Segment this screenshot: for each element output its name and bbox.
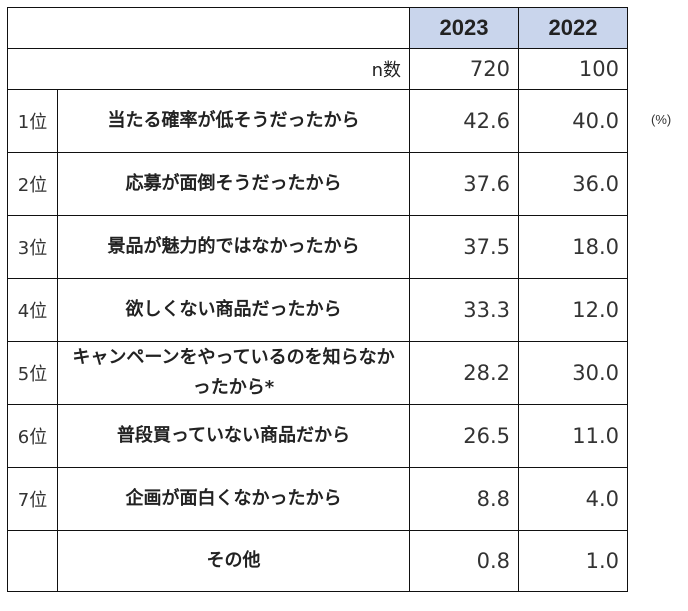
value-2023-cell: 37.6 — [409, 152, 519, 216]
table-row: 6位 普段買っていない商品だから 26.5 11.0 — [7, 404, 628, 468]
table-row: 3位 景品が魅力的ではなかったから 37.5 18.0 — [7, 215, 628, 279]
rank-cell — [7, 530, 58, 592]
table-row: 7位 企画が面白くなかったから 8.8 4.0 — [7, 467, 628, 531]
table-row: その他 0.8 1.0 — [7, 530, 628, 592]
value-2023-cell: 37.5 — [409, 215, 519, 279]
unit-note: (%) — [651, 112, 672, 127]
value-2022-cell: 4.0 — [518, 467, 628, 531]
rank-cell: 1位 — [7, 89, 58, 153]
reason-label: 当たる確率が低そうだったから — [57, 89, 410, 153]
table-row: 2位 応募が面倒そうだったから 37.6 36.0 — [7, 152, 628, 216]
value-2023-cell: 8.8 — [409, 467, 519, 531]
value-2023-cell: 28.2 — [409, 341, 519, 405]
value-2023-cell: 0.8 — [409, 530, 519, 592]
sample-size-2023: 720 — [409, 48, 519, 90]
sample-size-row: n数 720 100 — [7, 48, 628, 90]
value-2022-cell: 40.0 — [518, 89, 628, 153]
rank-cell: 4位 — [7, 278, 58, 342]
rank-cell: 2位 — [7, 152, 58, 216]
rank-cell: 7位 — [7, 467, 58, 531]
sample-size-2022: 100 — [518, 48, 628, 90]
reason-label: 景品が魅力的ではなかったから — [57, 215, 410, 279]
year-header-2022: 2022 — [518, 7, 628, 49]
rank-cell: 5位 — [7, 341, 58, 405]
sample-size-label: n数 — [7, 48, 410, 90]
value-2022-cell: 30.0 — [518, 341, 628, 405]
reason-label: 欲しくない商品だったから — [57, 278, 410, 342]
table-row: 4位 欲しくない商品だったから 33.3 12.0 — [7, 278, 628, 342]
value-2022-cell: 12.0 — [518, 278, 628, 342]
table-row: 1位 当たる確率が低そうだったから 42.6 40.0 — [7, 89, 628, 153]
value-2022-cell: 1.0 — [518, 530, 628, 592]
value-2023-cell: 33.3 — [409, 278, 519, 342]
header-blank-cell — [7, 7, 410, 49]
rank-cell: 6位 — [7, 404, 58, 468]
ranking-table: 2023 2022 n数 720 100 1位 当たる確率が低そうだったから 42.… — [7, 7, 628, 592]
reason-label: 普段買っていない商品だから — [57, 404, 410, 468]
reason-label: キャンペーンをやっているのを知らなかったから* — [57, 341, 410, 405]
table-row: 5位 キャンペーンをやっているのを知らなかったから* 28.2 30.0 — [7, 341, 628, 405]
reason-label: 応募が面倒そうだったから — [57, 152, 410, 216]
value-2022-cell: 18.0 — [518, 215, 628, 279]
header-row: 2023 2022 — [7, 7, 628, 49]
value-2022-cell: 36.0 — [518, 152, 628, 216]
rank-cell: 3位 — [7, 215, 58, 279]
value-2023-cell: 26.5 — [409, 404, 519, 468]
value-2022-cell: 11.0 — [518, 404, 628, 468]
value-2023-cell: 42.6 — [409, 89, 519, 153]
reason-label: その他 — [57, 530, 410, 592]
reason-label: 企画が面白くなかったから — [57, 467, 410, 531]
year-header-2023: 2023 — [409, 7, 519, 49]
